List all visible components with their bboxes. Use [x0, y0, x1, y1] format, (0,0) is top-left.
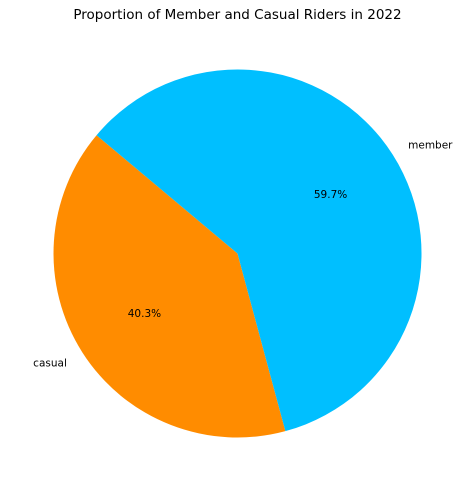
- pie-labels: 40.3% casual 59.7% member: [33, 140, 453, 370]
- pie-category-label-casual: casual: [33, 357, 67, 369]
- pie-category-label-member: member: [408, 140, 453, 152]
- pie-slice-member: [96, 69, 422, 432]
- chart-title: Proportion of Member and Casual Riders i…: [73, 7, 401, 23]
- pie-slice-casual: [53, 135, 286, 438]
- pie-pct-label-casual: 40.3%: [128, 308, 161, 320]
- pie-slices: [53, 69, 422, 438]
- pie-pct-label-member: 59.7%: [314, 189, 347, 201]
